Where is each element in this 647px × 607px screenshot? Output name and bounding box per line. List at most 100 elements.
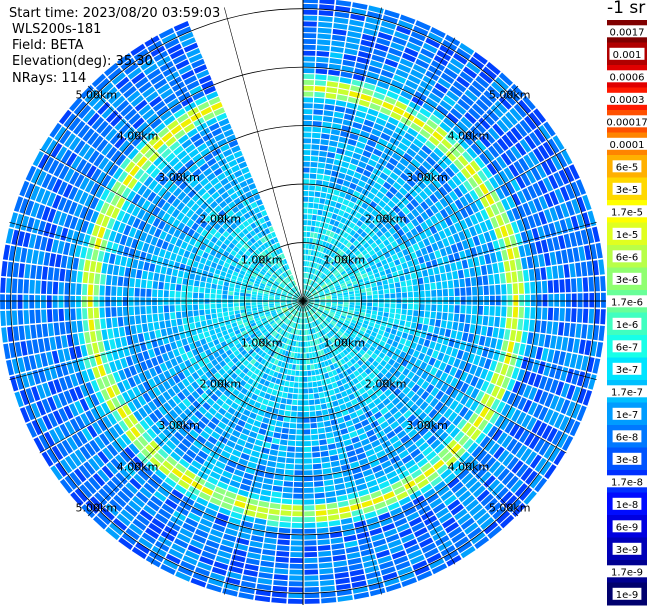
data-cell xyxy=(350,158,359,166)
data-cell xyxy=(92,366,101,379)
data-cell xyxy=(280,398,287,404)
data-cell xyxy=(390,266,397,273)
data-cell xyxy=(147,401,157,412)
data-cell xyxy=(356,275,363,281)
data-cell xyxy=(315,312,320,317)
data-cell xyxy=(11,278,18,294)
data-cell xyxy=(445,385,454,396)
data-cell xyxy=(540,320,547,334)
data-cell xyxy=(449,146,461,158)
data-cell xyxy=(515,444,528,459)
data-cell xyxy=(79,191,89,205)
data-cell xyxy=(337,276,343,281)
data-cell xyxy=(385,327,392,333)
data-cell xyxy=(231,322,238,328)
data-cell xyxy=(303,115,313,120)
data-cell xyxy=(361,125,373,133)
data-cell xyxy=(317,27,332,34)
data-cell xyxy=(368,222,376,230)
data-cell xyxy=(415,249,423,258)
data-cell xyxy=(246,269,253,275)
data-cell xyxy=(81,370,90,383)
data-cell xyxy=(346,450,356,458)
data-cell xyxy=(246,370,253,377)
data-cell xyxy=(382,127,394,136)
data-cell xyxy=(552,321,559,335)
data-cell xyxy=(309,352,313,358)
data-cell xyxy=(401,286,407,293)
data-cell xyxy=(333,560,348,568)
data-cell xyxy=(389,283,395,289)
data-cell xyxy=(535,164,547,179)
data-cell xyxy=(462,134,474,146)
data-cell xyxy=(156,355,164,364)
data-cell xyxy=(336,94,348,102)
data-cell xyxy=(433,190,443,200)
data-cell xyxy=(325,378,332,385)
data-cell xyxy=(557,265,564,279)
data-cell xyxy=(366,309,372,314)
data-cell xyxy=(339,336,346,342)
data-cell xyxy=(19,407,30,423)
data-cell xyxy=(74,468,87,483)
data-cell xyxy=(203,265,210,272)
data-cell xyxy=(171,543,186,554)
data-cell xyxy=(121,532,137,546)
data-cell xyxy=(299,371,303,376)
data-cell xyxy=(475,266,482,276)
data-cell xyxy=(304,278,307,284)
data-cell xyxy=(309,399,315,405)
data-cell xyxy=(547,307,554,321)
data-cell xyxy=(267,400,275,407)
data-cell xyxy=(338,209,345,217)
data-cell xyxy=(375,143,386,152)
data-cell xyxy=(26,248,33,264)
data-cell xyxy=(330,289,336,293)
data-cell xyxy=(256,583,272,591)
data-cell xyxy=(387,539,402,549)
data-cell xyxy=(521,331,528,344)
data-cell xyxy=(474,156,486,169)
data-cell xyxy=(457,98,471,111)
data-cell xyxy=(320,579,335,586)
data-cell xyxy=(147,478,160,490)
data-cell xyxy=(303,376,308,382)
data-cell xyxy=(367,159,377,167)
data-cell xyxy=(243,333,250,339)
data-cell xyxy=(173,510,187,522)
data-cell xyxy=(218,407,227,416)
data-cell xyxy=(201,550,216,560)
data-cell xyxy=(459,196,469,207)
data-cell xyxy=(112,518,128,531)
data-cell xyxy=(518,307,524,318)
data-cell xyxy=(376,450,386,459)
data-cell xyxy=(175,254,183,263)
data-cell xyxy=(153,272,160,281)
data-cell xyxy=(319,439,327,446)
data-cell xyxy=(323,342,328,348)
data-cell xyxy=(462,151,473,163)
data-cell xyxy=(311,328,314,334)
data-cell xyxy=(175,571,191,582)
data-cell xyxy=(170,312,176,320)
data-cell xyxy=(565,217,574,233)
data-cell xyxy=(466,147,478,159)
data-cell xyxy=(111,440,123,453)
data-cell xyxy=(41,280,47,294)
data-cell xyxy=(500,514,515,529)
data-cell xyxy=(379,234,387,242)
data-cell xyxy=(472,305,478,315)
data-cell xyxy=(188,485,200,496)
data-cell xyxy=(363,263,370,269)
data-cell xyxy=(79,446,91,460)
data-cell xyxy=(492,428,503,442)
data-cell xyxy=(298,318,301,323)
data-cell xyxy=(341,523,354,531)
data-cell xyxy=(330,309,336,313)
data-cell xyxy=(139,509,154,522)
data-cell xyxy=(50,143,63,158)
data-cell xyxy=(194,455,205,465)
data-cell xyxy=(371,314,377,319)
data-cell xyxy=(105,526,120,541)
data-cell xyxy=(118,420,129,432)
